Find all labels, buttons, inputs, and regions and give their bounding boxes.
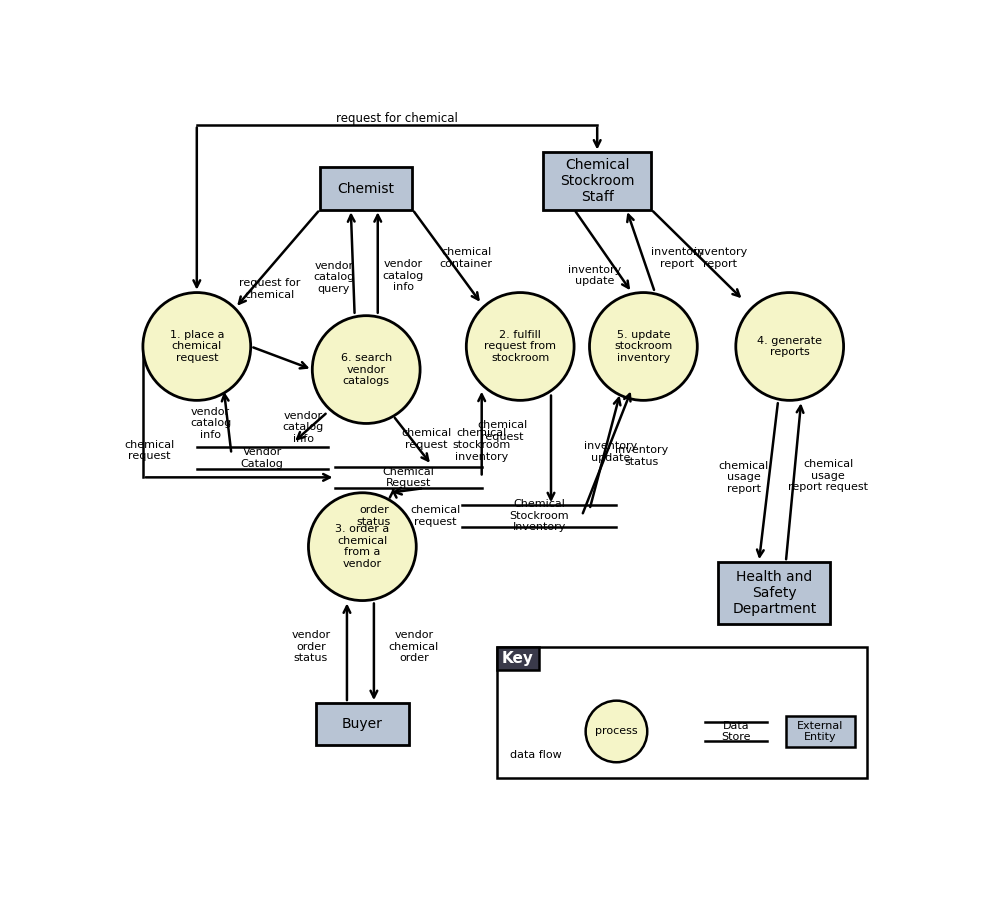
Text: inventory
update: inventory update (568, 265, 622, 286)
FancyBboxPatch shape (320, 167, 412, 210)
Circle shape (586, 700, 647, 762)
Text: vendor
catalog
info: vendor catalog info (282, 410, 324, 444)
FancyBboxPatch shape (316, 702, 409, 745)
Circle shape (590, 293, 697, 401)
Text: Buyer: Buyer (342, 717, 383, 731)
Text: order
status: order status (357, 505, 391, 526)
Text: chemical
container: chemical container (440, 247, 493, 269)
Text: request for
chemical: request for chemical (239, 277, 301, 300)
Text: Vendor
Catalog: Vendor Catalog (241, 447, 284, 469)
FancyBboxPatch shape (497, 647, 539, 670)
Text: process: process (595, 726, 638, 736)
Text: chemical
usage
report: chemical usage report (718, 461, 769, 494)
Text: request for chemical: request for chemical (336, 112, 458, 125)
Text: chemical
request: chemical request (401, 428, 451, 450)
Circle shape (466, 293, 574, 401)
Text: inventory
status: inventory status (615, 445, 668, 467)
FancyBboxPatch shape (543, 152, 651, 210)
Text: chemical
request: chemical request (477, 420, 528, 442)
Text: data flow: data flow (510, 750, 561, 760)
Text: Health and
Safety
Department: Health and Safety Department (732, 569, 816, 616)
Text: External
Entity: External Entity (797, 721, 844, 743)
Text: 6. search
vendor
catalogs: 6. search vendor catalogs (341, 353, 392, 386)
FancyBboxPatch shape (497, 647, 867, 778)
Text: vendor
catalog
info: vendor catalog info (190, 407, 231, 440)
Text: vendor
order
status: vendor order status (291, 630, 330, 664)
Circle shape (308, 493, 416, 601)
Text: 3. order a
chemical
from a
vendor: 3. order a chemical from a vendor (335, 524, 389, 569)
Text: inventory
update: inventory update (584, 441, 638, 462)
Text: vendor
catalog
query: vendor catalog query (313, 260, 354, 294)
Text: 4. generate
reports: 4. generate reports (757, 336, 822, 357)
FancyBboxPatch shape (718, 562, 830, 623)
Text: Key: Key (502, 651, 534, 665)
Text: inventory
report: inventory report (651, 247, 704, 269)
Circle shape (143, 293, 251, 401)
FancyBboxPatch shape (786, 716, 855, 747)
Text: inventory
report: inventory report (694, 247, 747, 269)
Circle shape (736, 293, 844, 401)
Text: chemical
request: chemical request (410, 505, 461, 526)
Text: 1. place a
chemical
request: 1. place a chemical request (170, 330, 224, 363)
Text: chemical
stockroom
inventory: chemical stockroom inventory (453, 428, 511, 462)
Text: 5. update
stockroom
inventory: 5. update stockroom inventory (614, 330, 673, 363)
Text: 2. fulfill
request from
stockroom: 2. fulfill request from stockroom (484, 330, 556, 363)
Text: vendor
chemical
order: vendor chemical order (389, 630, 439, 664)
Text: Chemical
Request: Chemical Request (383, 467, 434, 489)
Text: Data
Store: Data Store (721, 721, 751, 743)
Text: Chemical
Stockroom
Staff: Chemical Stockroom Staff (560, 158, 634, 204)
Text: chemical
usage
report request: chemical usage report request (788, 459, 868, 492)
Circle shape (312, 316, 420, 424)
Text: vendor
catalog
info: vendor catalog info (383, 259, 424, 292)
Text: Chemist: Chemist (338, 181, 395, 196)
Text: Chemical
Stockroom
Inventory: Chemical Stockroom Inventory (510, 499, 569, 533)
Text: chemical
request: chemical request (124, 440, 174, 462)
